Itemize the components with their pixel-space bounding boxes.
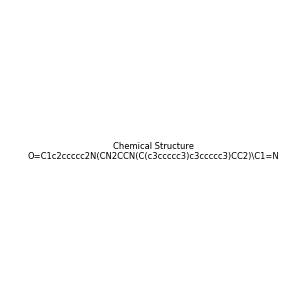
Text: Chemical Structure
O=C1c2ccccc2N(CN2CCN(C(c3ccccc3)c3ccccc3)CC2)\C1=N: Chemical Structure O=C1c2ccccc2N(CN2CCN(… <box>28 142 280 161</box>
